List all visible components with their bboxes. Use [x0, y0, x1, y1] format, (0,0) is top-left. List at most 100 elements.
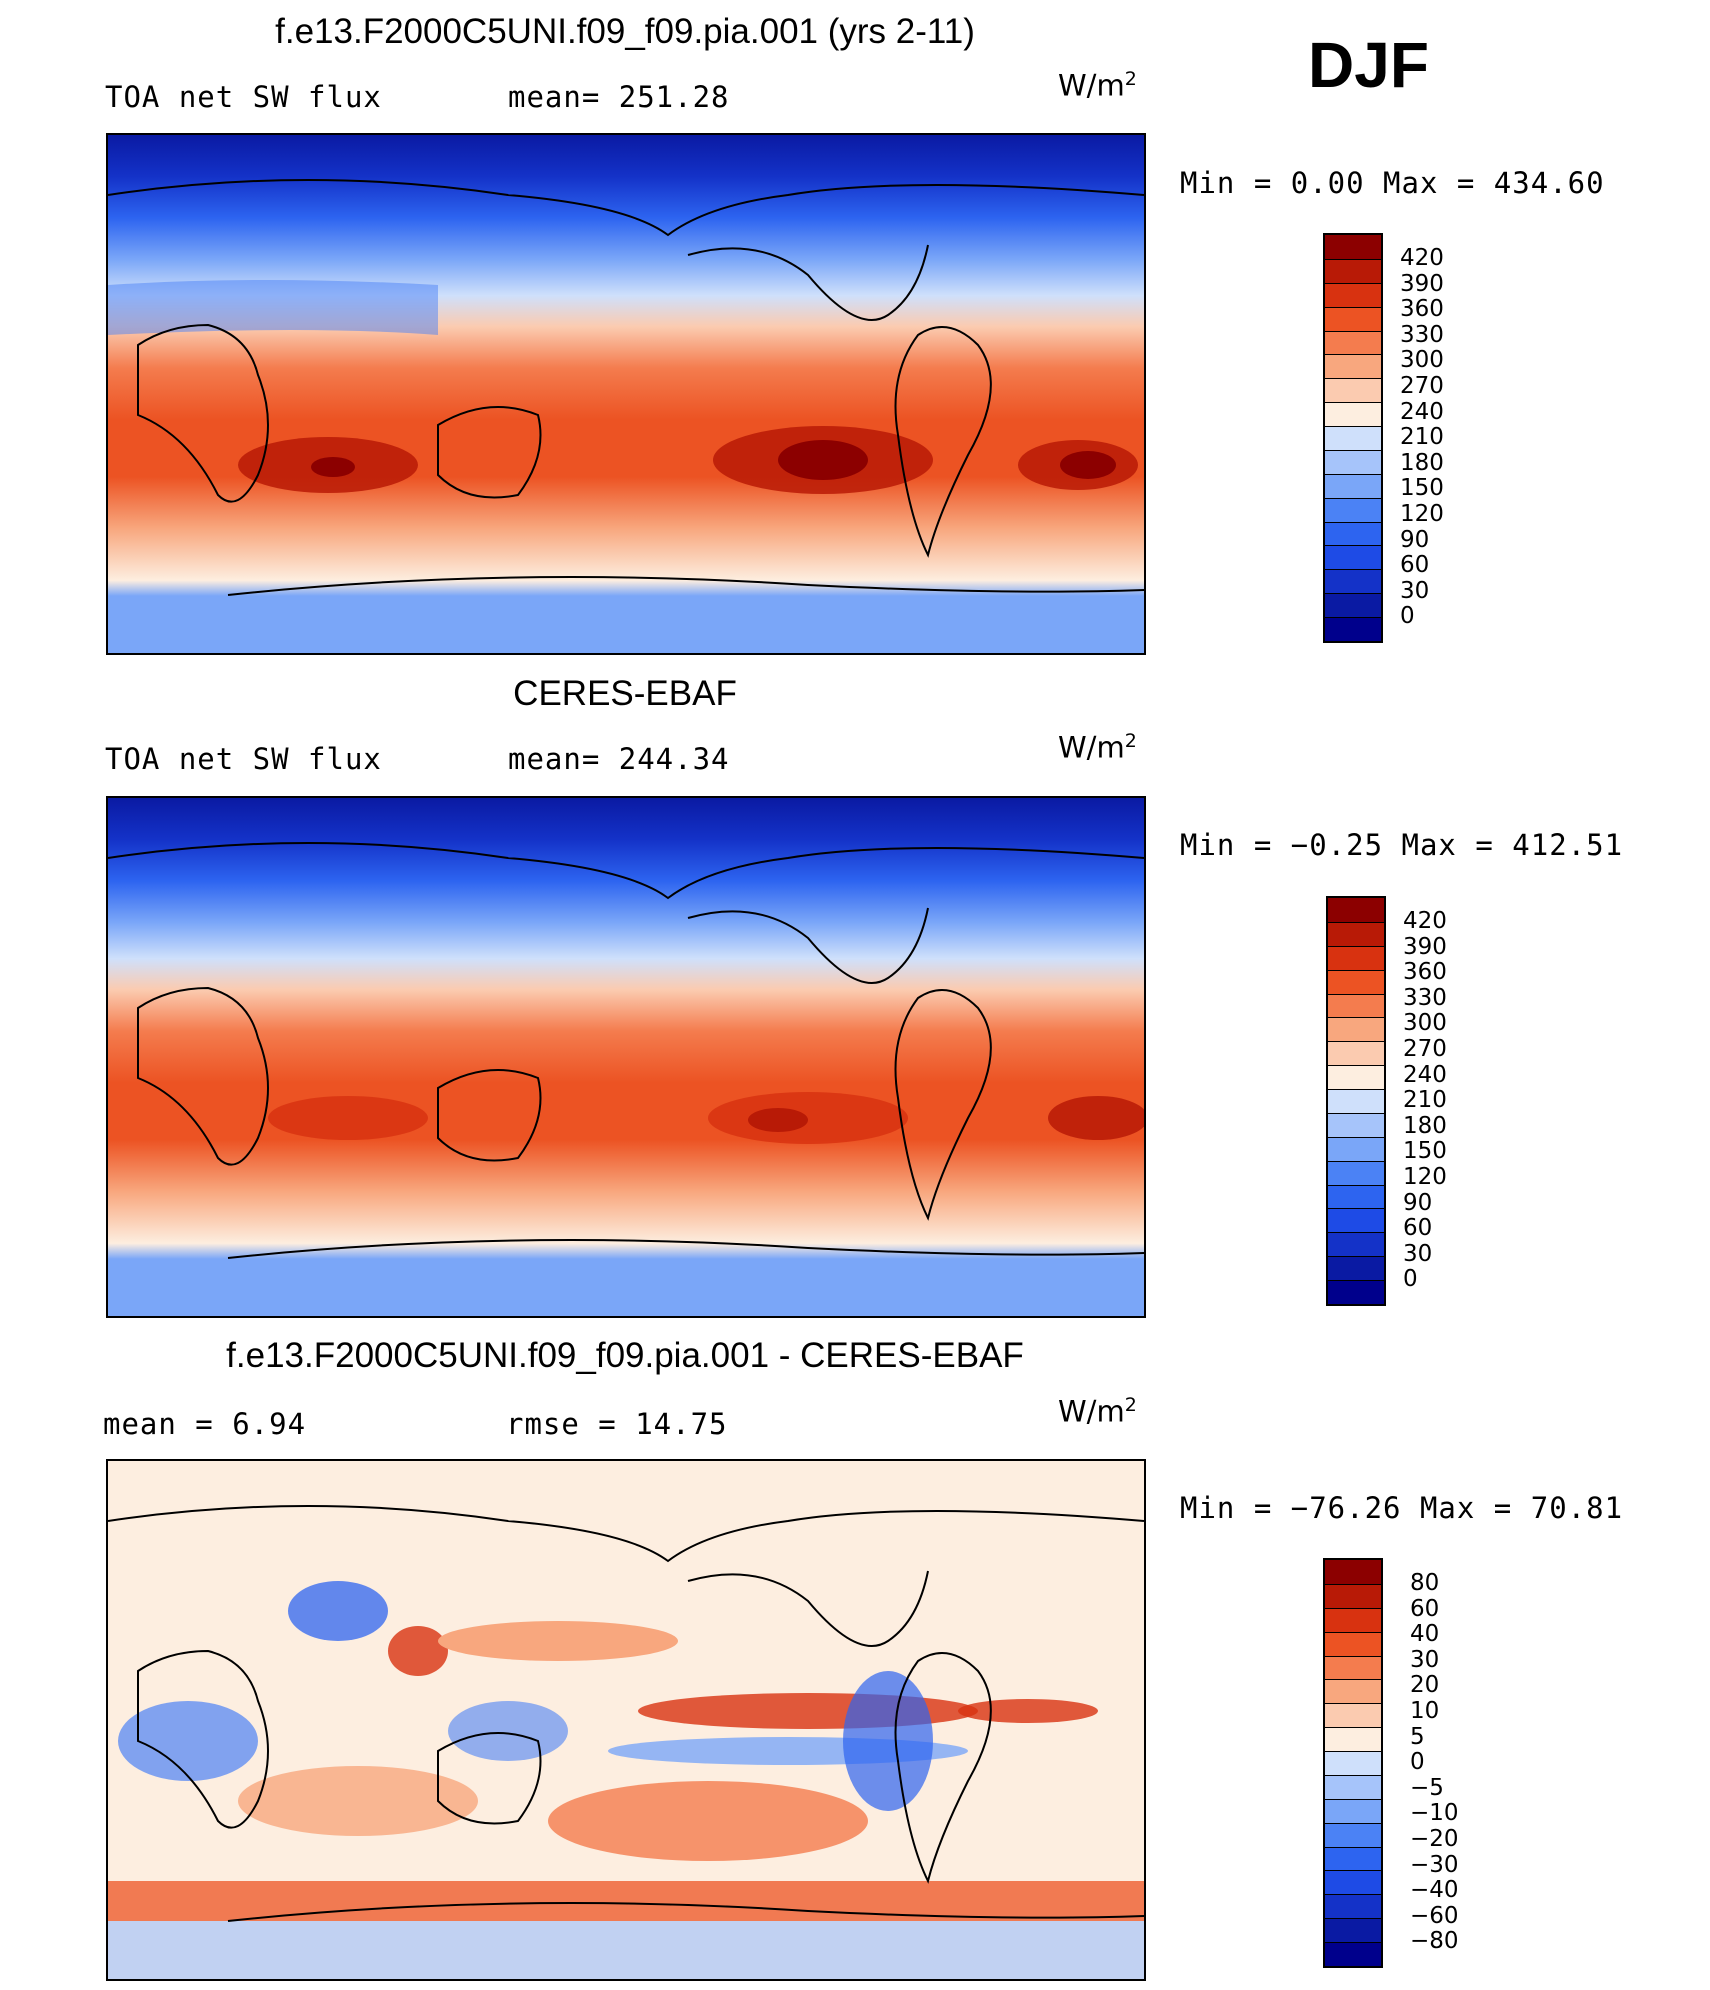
panel-2-title: CERES-EBAF [513, 674, 737, 713]
colorbar-level-label: 120 [1400, 500, 1444, 527]
colorbar-swatch [1325, 282, 1381, 307]
colorbar-swatch [1325, 1894, 1381, 1919]
colorbar-swatch [1325, 1583, 1381, 1608]
colorbar-level-label: 20 [1410, 1672, 1440, 1699]
colorbar-swatch [1325, 1774, 1381, 1799]
colorbar-level-label: −5 [1410, 1774, 1444, 1801]
colorbar-level-label: 330 [1403, 984, 1447, 1011]
panel-2-units: W/m2 [1058, 730, 1137, 765]
colorbar-swatch [1325, 235, 1381, 259]
colorbar-level-label: 180 [1403, 1112, 1447, 1139]
panel-2-colorbar [1326, 896, 1386, 1306]
panel-2-min-max: Min = −0.25 Max = 412.51 [1180, 828, 1624, 862]
colorbar-swatch [1325, 593, 1381, 617]
panel-3-min-max: Min = −76.26 Max = 70.81 [1180, 1491, 1624, 1525]
colorbar-level-label: 0 [1400, 603, 1415, 630]
colorbar-level-label: 60 [1403, 1215, 1433, 1242]
colorbar-level-label: 240 [1403, 1061, 1447, 1088]
panel-3-colorbar [1323, 1558, 1383, 1968]
colorbar-level-label: 150 [1403, 1138, 1447, 1165]
panel-3-field [108, 1461, 1144, 1979]
colorbar-level-label: −60 [1410, 1902, 1459, 1929]
colorbar-swatch [1328, 945, 1384, 970]
colorbar-swatch [1325, 1918, 1381, 1942]
colorbar-swatch [1328, 1160, 1384, 1185]
panel-3-mean-label: mean = 6.94 [103, 1407, 307, 1441]
colorbar-level-label: −10 [1410, 1800, 1459, 1827]
panel-1-variable-label: TOA net SW flux [105, 80, 382, 114]
colorbar-level-label: 60 [1410, 1595, 1440, 1622]
colorbar-swatch [1325, 354, 1381, 379]
colorbar-swatch [1325, 521, 1381, 546]
colorbar-level-label: 30 [1410, 1646, 1440, 1673]
colorbar-level-label: 300 [1403, 1010, 1447, 1037]
colorbar-swatch [1328, 1232, 1384, 1257]
panel-3-map [106, 1459, 1146, 1981]
colorbar-swatch [1328, 969, 1384, 994]
colorbar-swatch [1325, 1870, 1381, 1895]
colorbar-swatch [1325, 545, 1381, 570]
colorbar-level-label: 180 [1400, 449, 1444, 476]
colorbar-level-label: 420 [1400, 245, 1444, 271]
colorbar-level-label: 330 [1400, 321, 1444, 348]
panel-1-field [108, 135, 1144, 653]
colorbar-level-label: −80 [1410, 1928, 1459, 1955]
colorbar-level-label: 90 [1400, 526, 1430, 553]
colorbar-swatch [1328, 1208, 1384, 1233]
colorbar-level-label: 120 [1403, 1163, 1447, 1190]
colorbar-swatch [1325, 569, 1381, 594]
panel-2-mean-label: mean= 244.34 [508, 742, 730, 776]
colorbar-swatch [1328, 921, 1384, 946]
colorbar-swatch [1325, 1727, 1381, 1751]
colorbar-level-label: 40 [1410, 1621, 1440, 1648]
colorbar-swatch [1325, 473, 1381, 498]
colorbar-level-label: 270 [1400, 372, 1444, 399]
panel-2-map [106, 796, 1146, 1318]
season-label: DJF [1308, 29, 1429, 101]
panel-1-map [106, 133, 1146, 655]
colorbar-level-label: 150 [1400, 475, 1444, 502]
colorbar-level-label: 240 [1400, 398, 1444, 425]
colorbar-swatch [1325, 1703, 1381, 1728]
colorbar-swatch [1328, 993, 1384, 1018]
colorbar-swatch [1325, 1751, 1381, 1775]
colorbar-level-label: 30 [1403, 1240, 1433, 1267]
colorbar-level-label: 420 [1403, 908, 1447, 934]
colorbar-swatch [1325, 330, 1381, 355]
colorbar-swatch [1328, 1280, 1384, 1304]
panel-3-title: f.e13.F2000C5UNI.f09_f09.pia.001 - CERES… [226, 1336, 1024, 1375]
panel-3-colorbar-labels: 80 60 40 30 20 10 5 0 −5 −10 −20 −30 −40 −60 −80 [1410, 1570, 1459, 1955]
colorbar-level-label: 80 [1410, 1570, 1440, 1596]
colorbar-swatch [1325, 1631, 1381, 1656]
colorbar-level-label: −40 [1410, 1877, 1459, 1904]
colorbar-swatch [1325, 1798, 1381, 1823]
colorbar-swatch [1328, 1017, 1384, 1042]
panel-1-title: f.e13.F2000C5UNI.f09_f09.pia.001 (yrs 2-… [275, 12, 975, 51]
colorbar-swatch [1325, 1607, 1381, 1632]
colorbar-level-label: 390 [1403, 933, 1447, 960]
colorbar-level-label: 390 [1400, 270, 1444, 297]
colorbar-level-label: −20 [1410, 1825, 1459, 1852]
colorbar-swatch [1325, 1942, 1381, 1966]
panel-1-mean-label: mean= 251.28 [508, 80, 730, 114]
colorbar-swatch [1325, 402, 1381, 426]
colorbar-swatch [1328, 1089, 1384, 1113]
colorbar-swatch [1325, 1560, 1381, 1584]
colorbar-swatch [1328, 1256, 1384, 1280]
colorbar-swatch [1325, 426, 1381, 450]
colorbar-level-label: 90 [1403, 1189, 1433, 1216]
colorbar-level-label: 0 [1403, 1266, 1418, 1293]
colorbar-swatch [1325, 497, 1381, 522]
colorbar-level-label: 30 [1400, 577, 1430, 604]
panel-3-rmse-label: rmse = 14.75 [506, 1407, 728, 1441]
colorbar-swatch [1328, 898, 1384, 922]
colorbar-swatch [1325, 1822, 1381, 1847]
colorbar-level-label: 210 [1403, 1087, 1447, 1114]
colorbar-swatch [1325, 1846, 1381, 1871]
panel-1-units: W/m2 [1058, 68, 1137, 103]
colorbar-swatch [1328, 1041, 1384, 1066]
colorbar-swatch [1325, 258, 1381, 283]
colorbar-swatch [1325, 1679, 1381, 1704]
colorbar-swatch [1328, 1065, 1384, 1089]
panel-2-colorbar-labels: 420 390 360 330 300 270 240 210 180 150 120 90 60 30 0 [1403, 908, 1447, 1293]
